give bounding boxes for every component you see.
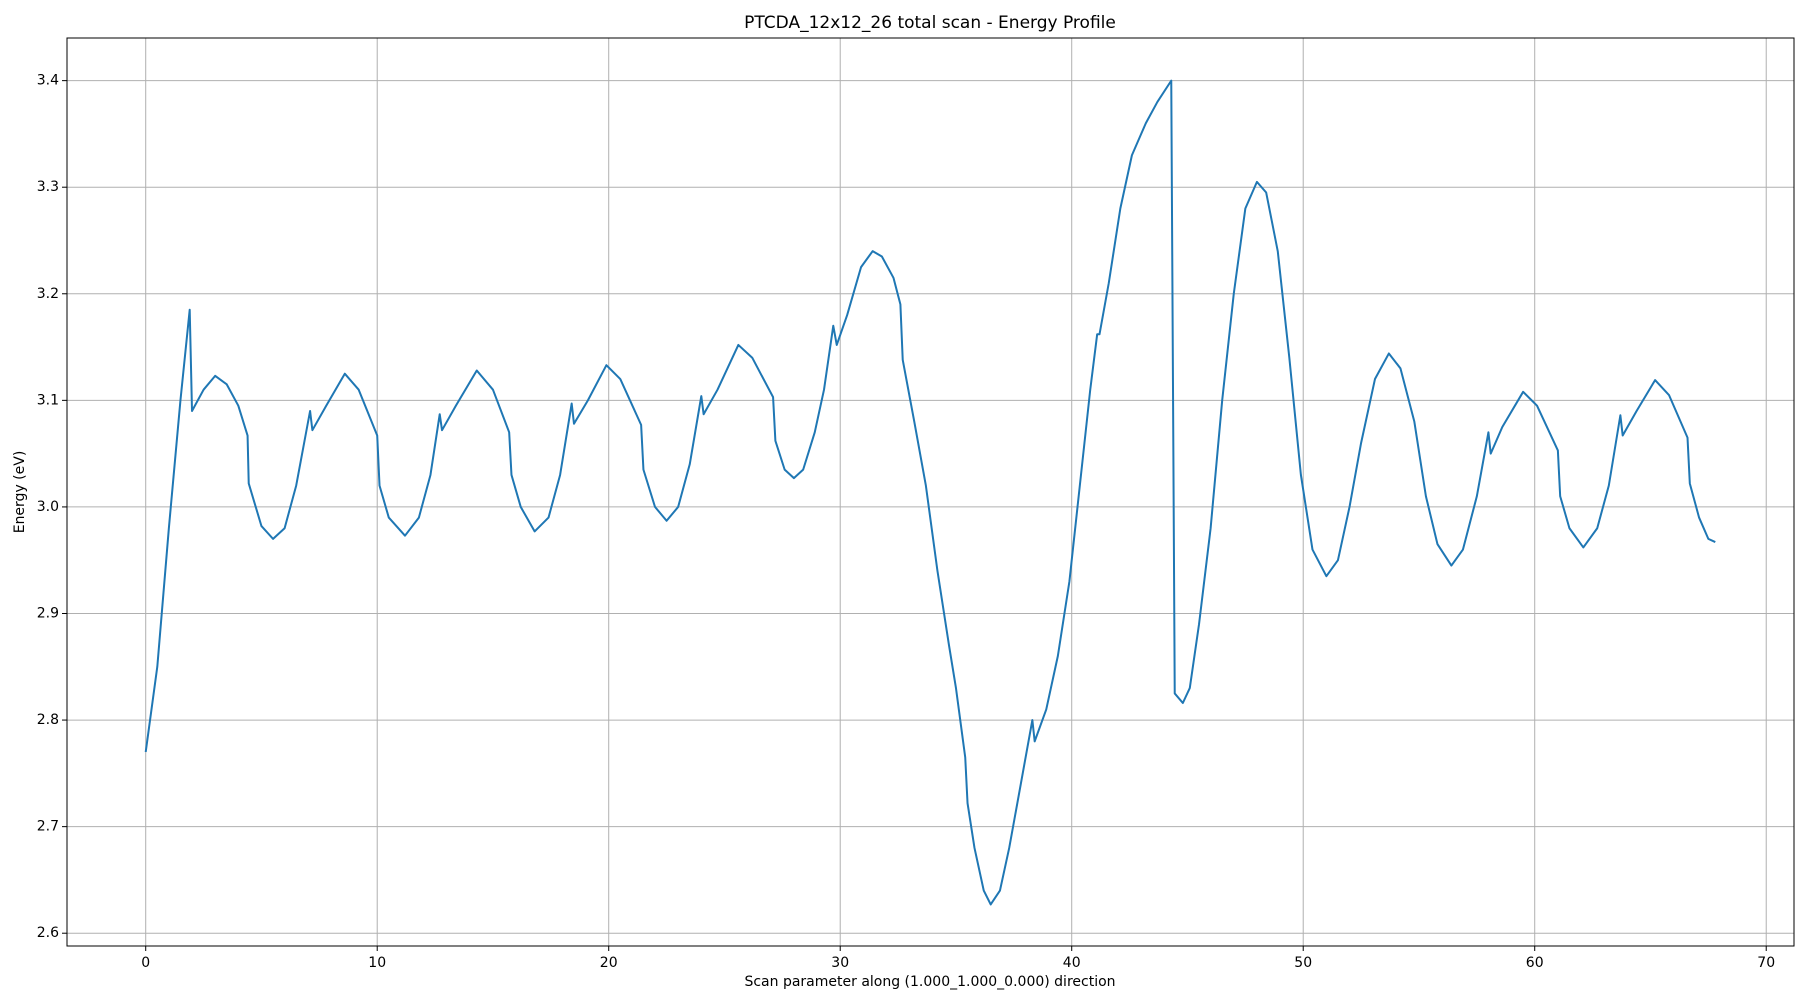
y-tick-label: 3.3	[37, 179, 59, 195]
x-axis-label: Scan parameter along (1.000_1.000_0.000)…	[744, 974, 1115, 990]
plot-frame	[66, 37, 1795, 947]
x-tick-label: 30	[831, 955, 849, 971]
y-tick-label: 2.6	[37, 925, 59, 941]
y-tick-label: 3.1	[37, 392, 59, 408]
x-tick-label: 40	[1063, 955, 1081, 971]
y-tick-label: 3.4	[37, 73, 59, 89]
x-tick-label: 50	[1294, 955, 1312, 971]
y-tick-label: 3.0	[37, 499, 59, 515]
data-line	[144, 79, 1716, 906]
y-tick-label: 3.2	[37, 286, 59, 302]
x-tick-label: 70	[1757, 955, 1775, 971]
x-tick-label: 20	[600, 955, 618, 971]
y-tick-label: 2.7	[37, 819, 59, 835]
y-axis-label: Energy (eV)	[12, 451, 28, 534]
x-tick-label: 60	[1526, 955, 1544, 971]
x-tick-label: 0	[141, 955, 150, 971]
chart-title: PTCDA_12x12_26 total scan - Energy Profi…	[744, 13, 1116, 33]
x-tick-label: 10	[368, 955, 386, 971]
y-tick-label: 2.9	[37, 605, 59, 621]
y-tick-label: 2.8	[37, 712, 59, 728]
